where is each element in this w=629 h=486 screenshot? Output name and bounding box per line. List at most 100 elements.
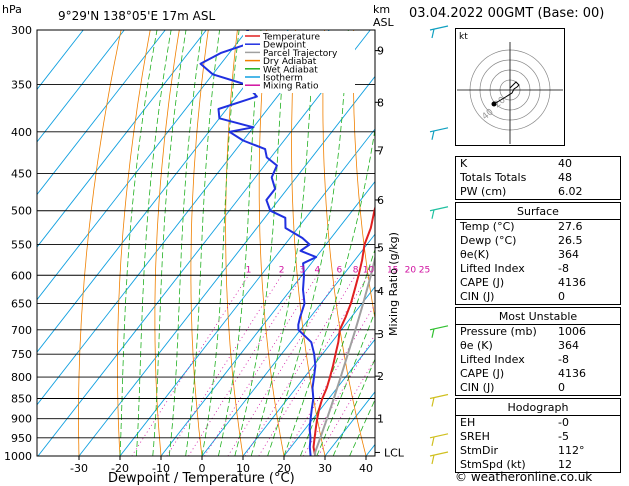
mixing-ratio-line [204,275,318,456]
hodograph-trace [493,81,520,105]
x-tick-label: 10 [236,462,250,475]
surface-box: Surface Temp (°C) 27.6 Dewp (°C) 26.5 θe(K… [455,202,621,305]
wind-barb-flag [431,454,435,465]
plot-frame [36,29,376,457]
pressure-tick-label: 800 [11,371,32,384]
km-tick-label: 3 [377,328,384,341]
datetime-label: 03.04.2022 00GMT (Base: 00) [409,6,605,21]
axes: 3003504004505005506006507007508008509009… [4,24,430,475]
pressure-tick-label: 650 [11,298,32,311]
dry-adiabat-line [225,30,244,456]
hodograph-stats-row: StmDir 112° [460,444,585,457]
most-unstable-title: Most Unstable [498,310,578,323]
hodograph-stats-box: Hodograph EH -0 SREH -5 StmDir 112° StmSpd … [455,398,621,473]
pressure-tick-label: 700 [11,324,32,337]
pressure-unit-label: hPa [2,3,22,16]
wet-adiabat-line [119,30,158,456]
height-ref-label: ASL [373,16,395,29]
temperature-line [312,204,375,456]
hodograph: kt 40 20 [455,28,565,146]
most-unstable-row: CIN (J) 0 [460,381,565,394]
wet-adiabat-line [283,126,375,456]
hodograph-stats-title: Hodograph [507,401,569,414]
legend-label: Parcel Trajectory [263,49,338,59]
surface-row: CIN (J) 0 [460,290,565,303]
legend-label: Dry Adiabat [263,57,317,67]
x-tick-label: 40 [359,462,373,475]
km-tick-label: LCL [384,446,405,459]
dry-adiabat-line [322,30,367,456]
isotherm-line [37,30,207,248]
isotherm-line [37,30,166,196]
mixing-ratio-label: 2 [279,265,285,275]
km-tick-label: 5 [377,242,384,255]
index-row-pw: PW (cm) 6.02 [460,185,583,198]
x-tick-label: 0 [199,462,206,475]
index-row-k: K 40 [460,157,572,170]
wet-adiabat-line [168,30,203,456]
indices-panel: K 40 Totals Totals 48 PW (cm) 6.02 Surface … [455,156,621,475]
wind-barb-flag [431,130,435,140]
hodograph-stats-row: SREH -5 [460,430,569,443]
wind-barb [429,25,449,31]
most-unstable-rows: Pressure (mb) 1006 θe (K) 364 Lifted Index… [456,324,620,395]
legend-label: Temperature [262,33,320,43]
km-tick-label: 2 [377,370,384,383]
x-tick-label: -10 [152,462,170,475]
hodograph-rings [457,42,563,144]
hodograph-unit-label: kt [459,32,468,42]
mixing-ratio-line [284,303,375,456]
mixing-ratio-line [244,275,356,456]
dewpoint-line [199,30,318,456]
wet-adiabat-line [250,30,316,456]
surface-row: Lifted Index -8 [460,262,569,275]
indices-box: K 40 Totals Totals 48 PW (cm) 6.02 [455,156,621,200]
surface-title: Surface [517,205,559,218]
isotherm-line [37,30,371,456]
mixing-ratio-label: 6 [337,265,343,275]
wind-barb [429,325,449,331]
surface-row: CAPE (J) 4136 [460,276,586,289]
isotherm-line [283,338,375,456]
legend-label: Mixing Ratio [263,82,319,92]
km-tick-label: 1 [377,413,384,426]
pressure-tick-label: 750 [11,348,32,361]
mixing-ratio-line [303,333,375,456]
location-label: 9°29'N 138°05'E 17m ASL [58,9,215,23]
isotherm-line [37,30,330,406]
pressure-tick-label: 1000 [4,450,32,463]
wind-barb-flag [431,209,435,219]
hodograph-stats-row: EH -0 [460,416,569,429]
surface-rows: Temp (°C) 27.6 Dewp (°C) 26.5 θe(K) 364 Lif… [456,219,620,304]
mixing-ratio-line [317,358,375,456]
x-tick-label: 20 [277,462,291,475]
km-tick-label: 4 [377,285,384,298]
wind-barb [429,127,449,133]
legend-label: Isotherm [263,74,303,84]
wind-barb [429,433,449,439]
index-row-tt: Totals Totals 48 [460,171,572,184]
most-unstable-row: θe (K) 364 [460,339,579,352]
mixing-ratio-label: 4 [314,265,320,275]
isotherm-line [119,128,375,456]
pressure-tick-label: 300 [11,24,32,37]
wet-adiabat-line [316,310,375,456]
hodograph-stats-rows: EH -0 SREH -5 StmDir 112° StmSpd (kt) 12 [456,415,620,472]
wind-barb [429,393,449,400]
x-axis-title: Dewpoint / Temperature (°C) [108,471,295,486]
pressure-tick-label: 900 [11,413,32,426]
parcel-trajectory-line [314,254,375,456]
km-tick-label: 7 [377,145,384,158]
most-unstable-row: Pressure (mb) 1006 [460,325,586,338]
wind-barb-flag [431,328,435,338]
mixing-ratio-label: 8 [353,265,359,275]
wind-barb [429,206,449,212]
pressure-tick-label: 600 [11,269,32,282]
mixing-ratio-label: 3 [299,265,305,275]
pressure-tick-label: 550 [11,238,32,251]
isotherm-line [201,233,375,456]
hodograph-stats-row: StmSpd (kt) 12 [460,458,572,471]
surface-row: Temp (°C) 27.6 [460,220,583,233]
dry-adiabat-line [154,30,180,456]
